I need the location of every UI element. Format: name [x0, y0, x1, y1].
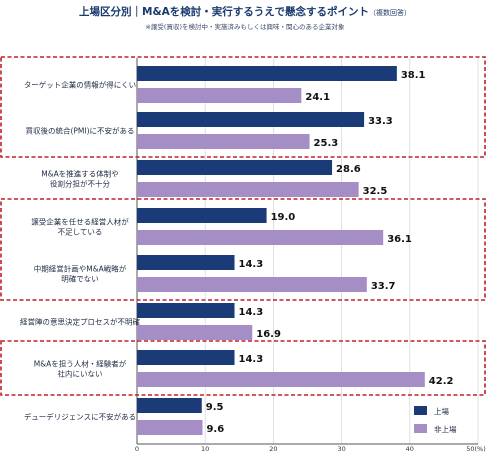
data-label: 24.1 — [305, 92, 330, 103]
data-label: 38.1 — [401, 70, 426, 81]
category-label: デューデリジェンスに不安がある — [24, 412, 136, 422]
chart-title-note: （複数回答） — [368, 9, 411, 17]
category-label: ターゲット企業の情報が得にくい — [24, 80, 136, 90]
x-tick-label: 40 — [406, 445, 414, 453]
category-label: 明確でない — [61, 274, 99, 284]
chart-title-main: 上場区分別｜M&Aを検討・実行するうえで懸念するポイント — [79, 6, 369, 18]
data-label: 28.6 — [336, 164, 361, 175]
data-label: 9.6 — [206, 424, 224, 435]
bar-listed — [137, 112, 365, 127]
highlight-box — [0, 340, 486, 396]
data-label: 33.3 — [368, 116, 393, 127]
category-label: 役割分担が不十分 — [50, 179, 110, 189]
data-label: 25.3 — [314, 138, 339, 149]
bar-unlisted — [137, 182, 359, 197]
highlight-box — [0, 56, 486, 158]
chart-subtitle: ※譲受(買収)を検討中・実施済みもしくは興味・関心のある企業対象 — [145, 23, 345, 31]
data-label: 33.7 — [371, 281, 396, 292]
category-label: M&Aを推進する体制や — [41, 169, 118, 179]
data-label: 19.0 — [271, 212, 296, 223]
data-label: 42.2 — [429, 376, 454, 387]
category-label: M&Aを担う人材・経験者が — [34, 359, 127, 369]
bar-unlisted — [137, 420, 203, 435]
bar-listed — [137, 160, 333, 175]
category-label: 不足している — [58, 228, 103, 237]
data-label: 14.3 — [239, 259, 264, 270]
category-label: 中期経営計画やM&A戦略が — [34, 264, 127, 274]
bar-unlisted — [137, 88, 302, 103]
bar-unlisted — [137, 134, 310, 149]
legend-swatch — [414, 424, 427, 433]
data-label: 36.1 — [387, 234, 412, 245]
data-label: 14.3 — [239, 354, 264, 365]
data-label: 32.5 — [363, 186, 388, 197]
category-label: 社内にいない — [58, 369, 103, 379]
data-label: 9.5 — [206, 402, 224, 413]
data-label: 16.9 — [256, 329, 281, 340]
bar-listed — [137, 208, 267, 223]
bar-unlisted — [137, 372, 425, 387]
category-label: 経営陣の意思決定プロセスが不明確 — [20, 317, 140, 327]
x-tick-label: 30 — [337, 445, 345, 453]
bar-listed — [137, 350, 235, 365]
bar-unlisted — [137, 277, 367, 292]
chart-title: 上場区分別｜M&Aを検討・実行するうえで懸念するポイント（複数回答） — [0, 4, 490, 19]
highlight-box — [0, 198, 486, 301]
category-label: 譲受企業を任せる経営人材が — [31, 217, 129, 227]
bar-unlisted — [137, 325, 253, 340]
category-label: 買収後の統合(PMI)に不安がある — [25, 126, 134, 136]
bar-listed — [137, 398, 202, 413]
legend-swatch — [414, 406, 427, 415]
x-tick-label: 10 — [201, 445, 209, 453]
bar-listed — [137, 66, 397, 81]
x-tick-label: 20 — [269, 445, 277, 453]
legend-label: 非上場 — [434, 424, 457, 434]
x-tick-label: 50(%) — [466, 445, 486, 453]
x-tick-label: 0 — [135, 445, 139, 453]
bar-unlisted — [137, 230, 384, 245]
data-label: 14.3 — [239, 307, 264, 318]
bar-listed — [137, 303, 235, 318]
bar-listed — [137, 255, 235, 270]
legend-label: 上場 — [434, 406, 449, 416]
